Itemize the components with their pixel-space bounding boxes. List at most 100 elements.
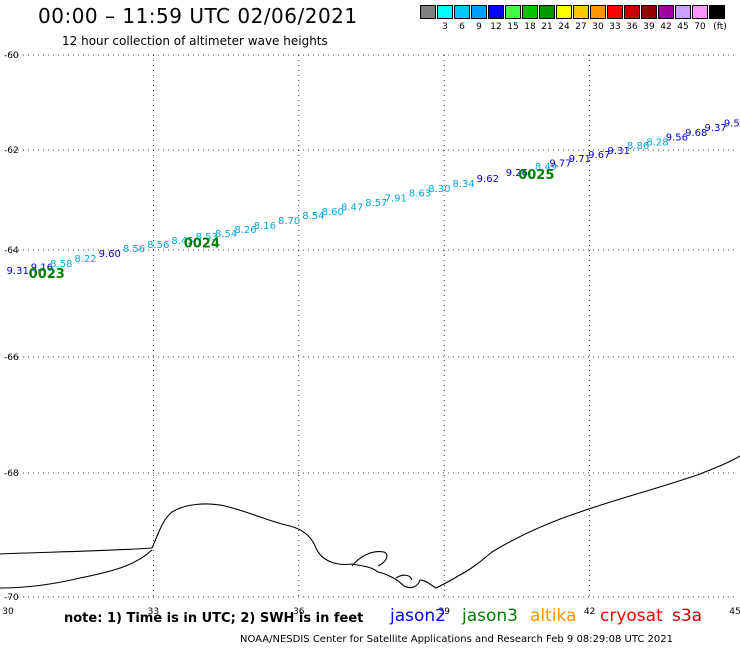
time-label: 0023 — [29, 267, 65, 282]
scale-swatch — [420, 5, 436, 19]
scale-unit: (ft) — [713, 22, 727, 32]
lat-tick-label: -70 — [4, 593, 19, 603]
scale-label: 42 — [660, 22, 672, 32]
scale-label: 24 — [558, 22, 570, 32]
wave-height-label: 8.47 — [341, 203, 363, 214]
scale-swatch — [709, 5, 725, 19]
wave-height-label: 8.28 — [646, 137, 668, 148]
scale-swatch — [471, 5, 487, 19]
scale-swatch — [505, 5, 521, 19]
scale-swatch — [573, 5, 589, 19]
wave-height-label: 8.30 — [428, 184, 450, 195]
scale-swatch — [590, 5, 606, 19]
scale-label: 70 — [694, 22, 706, 32]
scale-swatch — [539, 5, 555, 19]
lat-tick-label: -68 — [4, 469, 19, 479]
time-label: 0025 — [518, 168, 554, 183]
scale-swatch — [658, 5, 674, 19]
wave-height-label: 9.56 — [666, 133, 688, 144]
wave-height-label: 8.54 — [302, 211, 324, 222]
wave-height-label: 8.58 — [50, 259, 72, 270]
wave-height-label: 9.77 — [549, 159, 571, 170]
scale-label: 12 — [490, 22, 502, 32]
wave-height-label: 9.37 — [704, 123, 726, 134]
scale-label: 27 — [575, 22, 587, 32]
scale-swatch — [641, 5, 657, 19]
wave-height-label: 8.70 — [278, 216, 300, 227]
wave-height-label: 8.53 — [196, 232, 218, 243]
wave-height-label: 9.26 — [506, 168, 528, 179]
coastline — [0, 455, 740, 589]
wave-height-label: 9.68 — [685, 128, 707, 139]
lat-tick-label: -62 — [4, 146, 19, 156]
wave-height-label: 8.56 — [147, 240, 169, 251]
scale-label: 30 — [592, 22, 604, 32]
lon-tick-label: 39 — [438, 607, 450, 617]
lon-tick-label: 45 — [729, 607, 740, 617]
wave-height-label: 7.91 — [385, 194, 407, 205]
scale-swatch — [437, 5, 453, 19]
scale-label: 21 — [541, 22, 553, 32]
wave-height-label: 9.60 — [99, 249, 121, 260]
wave-height-label: 9.31 — [608, 146, 630, 157]
scale-swatch — [556, 5, 572, 19]
scale-swatch — [692, 5, 708, 19]
wave-height-label: 8.26 — [234, 225, 256, 236]
lat-tick-label: -64 — [4, 246, 19, 256]
scale-swatch — [624, 5, 640, 19]
scale-swatch — [675, 5, 691, 19]
scale-label: 6 — [459, 22, 465, 32]
time-label: 0024 — [184, 237, 220, 252]
lon-tick-label: 42 — [584, 607, 595, 617]
wave-height-label: 8.56 — [123, 244, 145, 255]
wave-height-label: 8.49 — [535, 162, 557, 173]
wave-height-label: 9.31 — [7, 266, 29, 277]
footer-credit: NOAA/NESDIS Center for Satellite Applica… — [240, 634, 673, 645]
wave-height-label: 9.57 — [724, 118, 740, 129]
wave-height-label: 9.62 — [477, 174, 499, 185]
scale-swatch — [488, 5, 504, 19]
scale-label: 3 — [442, 22, 448, 32]
legend-altika: altika — [530, 606, 577, 626]
lat-tick-label: -66 — [4, 353, 19, 363]
footer-note: note: 1) Time is in UTC; 2) SWH is in fe… — [64, 611, 364, 626]
lon-tick-label: 30 — [2, 607, 14, 617]
wave-height-label: 8.22 — [74, 254, 96, 265]
wave-height-label: 8.63 — [409, 189, 431, 200]
legend-s3a: s3a — [672, 606, 703, 626]
wave-height-label: 8.57 — [365, 198, 387, 209]
wave-height-label: 9.67 — [588, 150, 610, 161]
wave-height-label: 8.86 — [627, 141, 649, 152]
scale-label: 9 — [476, 22, 482, 32]
altimeter-track: 9.31 9.168.58 8.22 9.60 8.56 8.56 8.45 8.538.54… — [7, 118, 740, 282]
legend-jason3: jason3 — [462, 606, 518, 626]
scale-swatch — [522, 5, 538, 19]
graticule — [8, 54, 735, 600]
scale-label: 45 — [677, 22, 689, 32]
wave-height-label: 8.54 — [215, 229, 237, 240]
wave-height-label: 8.34 — [452, 179, 474, 190]
scale-label: 15 — [507, 22, 519, 32]
scale-label: 18 — [524, 22, 536, 32]
wave-height-label: 8.16 — [254, 221, 276, 232]
legend-cryosat: cryosat — [600, 606, 663, 626]
scale-label: 36 — [626, 22, 638, 32]
axis-tick-labels: 30 33 36 39 42 45 -60 -62 -64 -66 -68 -70 — [2, 51, 740, 617]
wave-height-label: 8.45 — [171, 236, 193, 247]
coastline-west — [0, 549, 153, 589]
scale-swatch — [454, 5, 470, 19]
scale-swatch — [607, 5, 623, 19]
map-subtitle: 12 hour collection of altimeter wave hei… — [62, 34, 328, 48]
lon-tick-label: 36 — [293, 607, 305, 617]
scale-label: 39 — [643, 22, 655, 32]
coastline-inlet — [351, 551, 413, 581]
wave-height-label: 9.16 — [31, 262, 53, 273]
wave-height-label: 9.71 — [569, 154, 591, 165]
wave-height-label: 8.60 — [322, 207, 344, 218]
map-title: 00:00 – 11:59 UTC 02/06/2021 — [38, 4, 358, 28]
scale-label: 33 — [609, 22, 621, 32]
lon-tick-label: 33 — [148, 607, 159, 617]
legend-jason2: jason2 — [390, 606, 446, 626]
lat-tick-label: -60 — [4, 51, 19, 61]
